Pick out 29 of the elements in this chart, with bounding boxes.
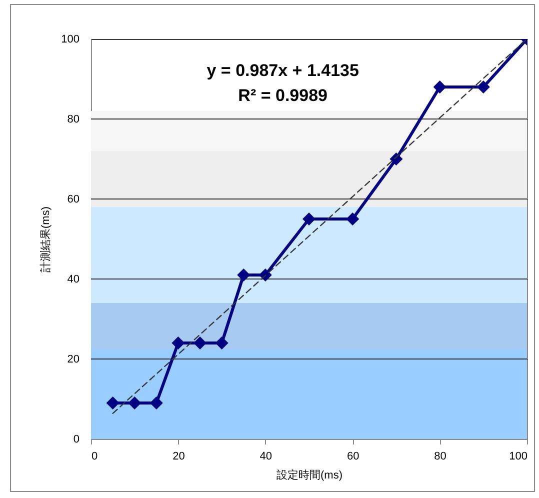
point xyxy=(172,336,185,350)
point xyxy=(433,80,446,94)
x-tick-label: 20 xyxy=(172,450,185,462)
point xyxy=(258,268,272,282)
x-tick-label: 0 xyxy=(92,450,98,462)
y-tick-label: 20 xyxy=(67,354,80,366)
y-tick-label: 60 xyxy=(67,194,80,206)
y-axis-title: 計測結果(ms) xyxy=(39,206,52,272)
annotation: R² = 0.9989 xyxy=(238,86,328,105)
annotation: y = 0.987x + 1.4135 xyxy=(206,61,359,80)
point xyxy=(150,396,163,410)
x-tick-label: 80 xyxy=(434,450,446,462)
point xyxy=(193,336,207,350)
x-axis-title: 設定時間(ms) xyxy=(276,468,342,482)
point xyxy=(346,212,360,226)
x-tick-label: 100 xyxy=(509,450,528,462)
point xyxy=(476,80,490,94)
x-tick-label: 40 xyxy=(260,450,272,462)
x-tick-label: 60 xyxy=(346,450,360,462)
y-tick-label: 100 xyxy=(61,34,80,46)
point xyxy=(215,336,228,350)
point xyxy=(390,152,403,166)
y-tick-label: 80 xyxy=(67,114,80,126)
point xyxy=(128,396,142,410)
point xyxy=(106,396,120,410)
point xyxy=(237,268,250,282)
point xyxy=(302,212,316,226)
y-tick-label: 0 xyxy=(73,434,80,446)
y-tick-label: 40 xyxy=(67,274,80,286)
